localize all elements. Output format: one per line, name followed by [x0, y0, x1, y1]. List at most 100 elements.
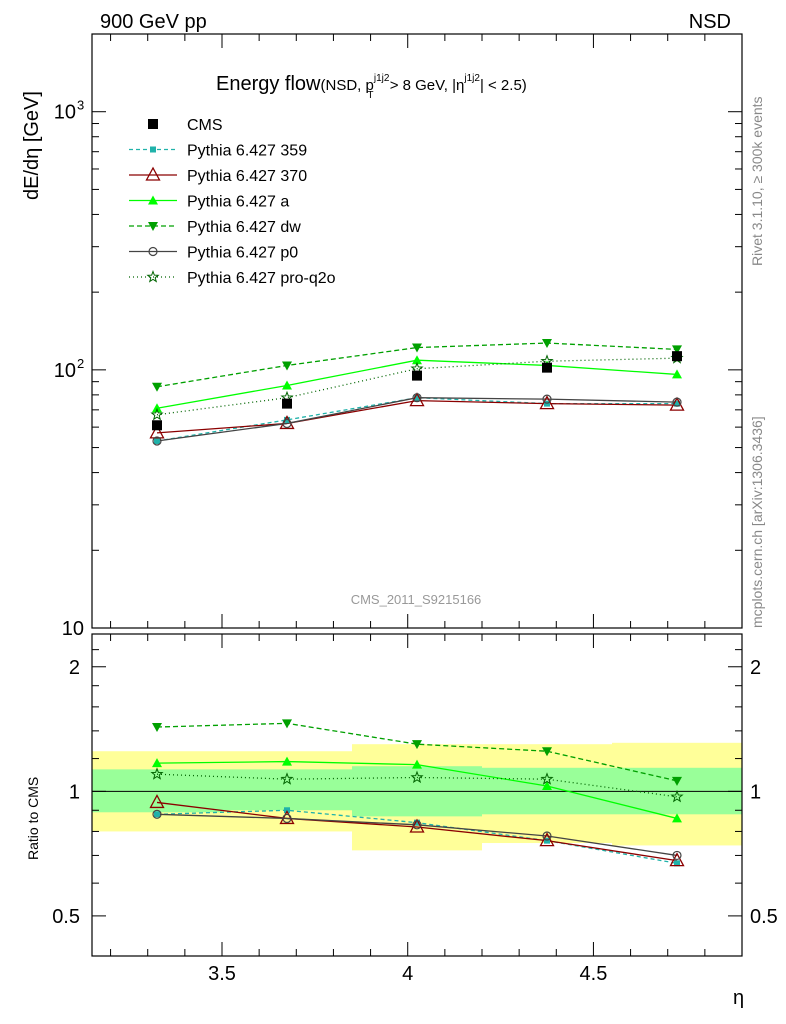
- legend-marker: [148, 119, 158, 129]
- ratio-y-tick-label-right: 2: [750, 657, 761, 679]
- legend-marker: [146, 270, 160, 283]
- ratio-marker-pythia-6-427-p0: [672, 850, 682, 861]
- ratio-marker-pythia-6-427-pro-q2o: [280, 772, 294, 785]
- legend-marker: [148, 222, 158, 231]
- marker-pythia-6-427-dw: [672, 345, 682, 355]
- ratio-ylabel: Ratio to CMS: [25, 777, 41, 860]
- ratio-marker-pythia-6-427-p0: [542, 831, 552, 841]
- ratio-marker-pythia-6-427-pro-q2o: [150, 767, 164, 780]
- ratio-line-pythia-6-427-pro-q2o: [156, 773, 678, 798]
- ratio-marker-pythia-6-427-370: [539, 832, 555, 847]
- ratio-y-tick-label: 0.5: [52, 906, 80, 928]
- cms-data-point: [282, 398, 292, 409]
- ratio-marker-pythia-6-427-dw: [152, 723, 162, 733]
- main-panel-frame: [91, 33, 743, 629]
- cms-data-point: [542, 362, 552, 373]
- marker-pythia-6-427-dw: [412, 343, 422, 353]
- marker-pythia-6-427-370: [279, 415, 295, 430]
- series-line-pythia-6-427-dw: [156, 342, 678, 388]
- legend-label: Pythia 6.427 359: [187, 143, 307, 160]
- main-title: Energy flow(NSD, pj1j2 T > 8 GeV, |ηj1j2|…: [216, 73, 527, 101]
- ratio-y-tick-label: 1: [69, 781, 80, 803]
- ratio-line-pythia-6-427-370: [156, 801, 678, 862]
- ratio-marker-pythia-6-427-pro-q2o: [410, 770, 424, 784]
- ratio-band-stat-1: [222, 769, 352, 811]
- legend-label: Pythia 6.427 dw: [187, 219, 301, 236]
- uncertainty-bands: [92, 742, 742, 851]
- marker-pythia-6-427-p0: [672, 397, 682, 407]
- ratio-marker-pythia-6-427-370: [279, 810, 295, 825]
- ratio-marker-pythia-6-427-p0: [282, 813, 292, 824]
- ratio-marker-pythia-6-427-370: [669, 852, 685, 867]
- marker-pythia-6-427-dw: [152, 382, 162, 392]
- legend-label: Pythia 6.427 p0: [187, 245, 298, 262]
- ratio-marker-pythia-6-427-359: [544, 837, 550, 844]
- marker-pythia-6-427-p0: [412, 393, 422, 403]
- rivet-label: Rivet 3.1.10, ≥ 300k events: [749, 96, 765, 266]
- x-tick-label: 3.5: [208, 963, 236, 985]
- watermark-label: CMS_2011_S9215166: [351, 592, 482, 607]
- marker-pythia-6-427-p0: [152, 436, 162, 446]
- legend: CMS Pythia 6.427 359 Pythia 6.427 370 Pythi…: [129, 117, 336, 287]
- main-ylabel: dE/dη [GeV]: [21, 91, 43, 200]
- header-left: 900 GeV pp: [100, 11, 207, 33]
- x-tick-label: 4: [402, 963, 413, 985]
- legend-marker: [150, 146, 156, 153]
- ratio-marker-pythia-6-427-359: [414, 819, 420, 826]
- x-tick-label: 4.5: [580, 963, 608, 985]
- ratio-marker-pythia-6-427-dw: [282, 719, 292, 729]
- ratio-marker-pythia-6-427-p0: [152, 809, 162, 819]
- legend-label: Pythia 6.427 a: [187, 194, 289, 211]
- marker-pythia-6-427-359: [414, 394, 420, 401]
- ratio-marker-pythia-6-427-359: [154, 811, 160, 818]
- cms-data-point: [672, 351, 682, 362]
- marker-pythia-6-427-p0: [542, 394, 552, 404]
- marker-pythia-6-427-370: [149, 424, 165, 439]
- legend-label: Pythia 6.427 pro-q2o: [187, 270, 336, 287]
- ratio-marker-pythia-6-427-a: [412, 759, 422, 769]
- ratio-marker-pythia-6-427-pro-q2o: [540, 772, 554, 785]
- ratio-band-stat-0: [92, 769, 222, 813]
- y-tick-exponent: 2: [77, 356, 84, 371]
- ratio-marker-pythia-6-427-pro-q2o: [670, 789, 684, 803]
- marker-pythia-6-427-359: [674, 400, 680, 407]
- marker-pythia-6-427-359: [154, 438, 160, 445]
- ratio-marker-pythia-6-427-a: [542, 781, 552, 791]
- ratio-marker-pythia-6-427-dw: [672, 776, 682, 786]
- legend-marker: [148, 246, 158, 257]
- series-markers: [149, 339, 685, 867]
- ratio-y-tick-label-right: 0.5: [750, 906, 778, 928]
- mcplots-label: mcplots.cern.ch [arXiv:1306.3436]: [749, 416, 765, 628]
- marker-pythia-6-427-a: [672, 369, 682, 379]
- marker-pythia-6-427-a: [152, 403, 162, 413]
- ratio-xlabel: η: [733, 987, 744, 1009]
- ratio-marker-pythia-6-427-370: [149, 794, 165, 809]
- ratio-marker-pythia-6-427-370: [409, 818, 425, 833]
- y-tick-label: 10: [54, 360, 76, 382]
- cms-data-point: [412, 370, 422, 381]
- marker-pythia-6-427-370: [539, 395, 555, 410]
- marker-pythia-6-427-dw: [282, 361, 292, 371]
- marker-pythia-6-427-a: [282, 380, 292, 390]
- marker-pythia-6-427-p0: [282, 418, 292, 429]
- ratio-marker-pythia-6-427-a: [282, 756, 292, 766]
- ratio-marker-pythia-6-427-a: [672, 813, 682, 823]
- ratio-line-pythia-6-427-dw: [156, 722, 678, 782]
- ratio-marker-pythia-6-427-359: [674, 860, 680, 867]
- header-right: NSD: [689, 11, 731, 33]
- ratio-marker-pythia-6-427-dw: [542, 747, 552, 757]
- marker-pythia-6-427-dw: [542, 339, 552, 349]
- legend-label: CMS: [187, 117, 223, 134]
- ratio-y-tick-label-right: 1: [750, 781, 761, 803]
- marker-pythia-6-427-a: [412, 355, 422, 365]
- legend-marker: [145, 166, 161, 181]
- cms-data-point: [152, 420, 162, 431]
- legend-label: Pythia 6.427 370: [187, 168, 307, 185]
- legend-marker: [148, 195, 158, 205]
- ratio-panel-frame: [91, 633, 743, 957]
- y-tick-label: 10: [54, 102, 76, 124]
- ratio-marker-pythia-6-427-p0: [412, 820, 422, 830]
- marker-pythia-6-427-pro-q2o: [150, 407, 164, 421]
